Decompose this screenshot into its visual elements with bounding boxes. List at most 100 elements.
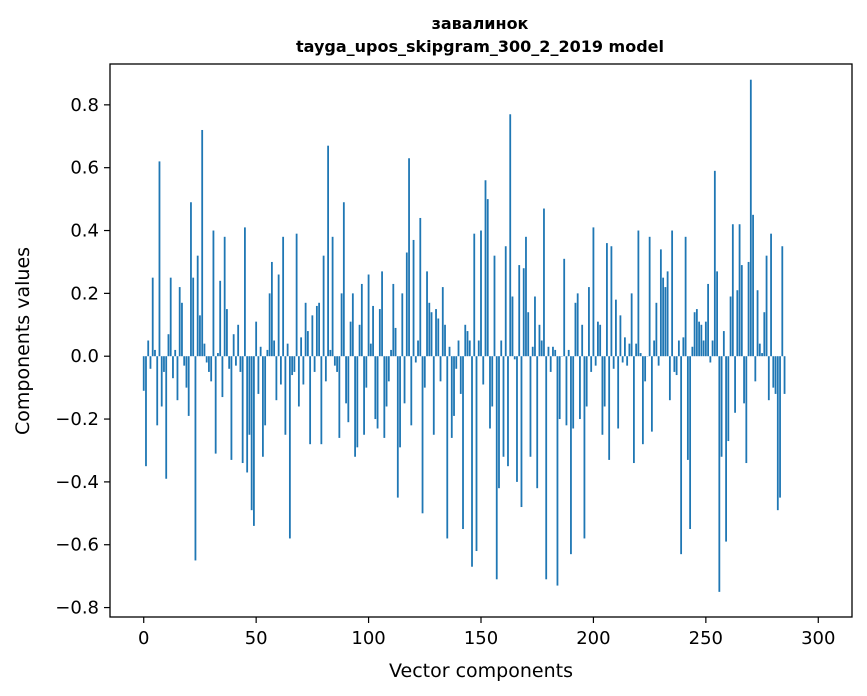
bar	[383, 356, 386, 438]
bar	[268, 293, 271, 357]
bar	[253, 356, 255, 526]
bar	[230, 356, 233, 460]
bar	[275, 356, 278, 401]
bar	[313, 356, 316, 372]
bar	[774, 356, 777, 394]
bar	[181, 302, 183, 357]
bar	[455, 356, 458, 369]
bar	[477, 340, 480, 357]
bar	[504, 246, 507, 357]
bar	[680, 356, 683, 555]
bar	[185, 356, 188, 388]
bar	[459, 356, 462, 394]
bar	[237, 324, 240, 357]
bar	[394, 327, 397, 357]
bar	[282, 236, 285, 357]
bar	[635, 343, 638, 357]
y-tick-label: −0.8	[55, 598, 99, 619]
bar	[414, 356, 417, 363]
y-tick-label: 0.2	[70, 283, 99, 304]
bar	[484, 180, 487, 357]
bar	[502, 356, 505, 457]
bar	[167, 334, 170, 357]
bar	[767, 356, 770, 401]
bar	[489, 356, 491, 429]
bar	[567, 349, 570, 357]
bar	[419, 217, 422, 357]
bar	[644, 356, 647, 382]
bar	[677, 340, 680, 357]
bar	[412, 239, 415, 357]
bar	[145, 356, 147, 467]
bar	[219, 280, 222, 357]
bar	[783, 356, 786, 394]
bar	[417, 340, 419, 357]
bar	[149, 356, 152, 369]
bar	[740, 265, 743, 357]
bar	[270, 261, 273, 357]
bar	[147, 340, 150, 357]
bar	[520, 356, 523, 508]
bar	[547, 346, 550, 357]
bar	[437, 318, 440, 357]
bar	[736, 290, 739, 357]
bar	[464, 324, 467, 357]
bar	[686, 356, 689, 460]
bar	[232, 334, 235, 357]
bar	[754, 356, 757, 382]
bar	[576, 293, 579, 357]
y-tick-label: 0.8	[70, 95, 99, 116]
bar	[336, 356, 338, 372]
bar	[250, 356, 253, 511]
bar	[718, 356, 721, 592]
bar	[160, 356, 163, 407]
bar	[657, 356, 660, 366]
bar	[432, 356, 435, 435]
bar	[534, 296, 536, 357]
bar	[396, 356, 399, 498]
bar	[235, 356, 237, 366]
bar	[291, 356, 294, 376]
bar	[183, 356, 186, 366]
bar	[776, 356, 779, 511]
bar	[565, 356, 568, 426]
bar	[277, 274, 280, 357]
bar	[511, 296, 514, 357]
bar	[495, 356, 498, 580]
bar	[327, 145, 329, 357]
bar	[428, 302, 431, 357]
bar	[482, 356, 485, 385]
bar	[450, 356, 453, 438]
y-tick-label: −0.4	[55, 472, 99, 493]
bar	[770, 233, 772, 357]
bar	[239, 356, 242, 372]
bar	[399, 356, 401, 448]
bar	[668, 356, 671, 401]
bar	[306, 331, 309, 357]
bar	[590, 356, 593, 372]
bar	[772, 356, 775, 388]
bar	[615, 299, 617, 357]
bar	[507, 356, 509, 467]
bar	[702, 340, 705, 357]
bar	[345, 356, 347, 404]
bar	[408, 158, 410, 357]
bar	[196, 255, 199, 357]
bar	[221, 356, 224, 398]
bar	[545, 356, 548, 580]
bar	[641, 356, 644, 445]
bar	[747, 261, 750, 357]
bar	[466, 331, 469, 357]
bar	[426, 271, 428, 357]
bar	[385, 356, 388, 407]
x-tick-label: 150	[464, 628, 498, 649]
bar	[601, 356, 604, 435]
bar	[711, 340, 714, 357]
bar	[621, 356, 624, 363]
bar	[471, 356, 473, 567]
bar	[226, 309, 228, 357]
bar	[462, 356, 464, 530]
bar	[446, 356, 449, 539]
bar	[704, 321, 707, 357]
bar	[178, 287, 181, 357]
